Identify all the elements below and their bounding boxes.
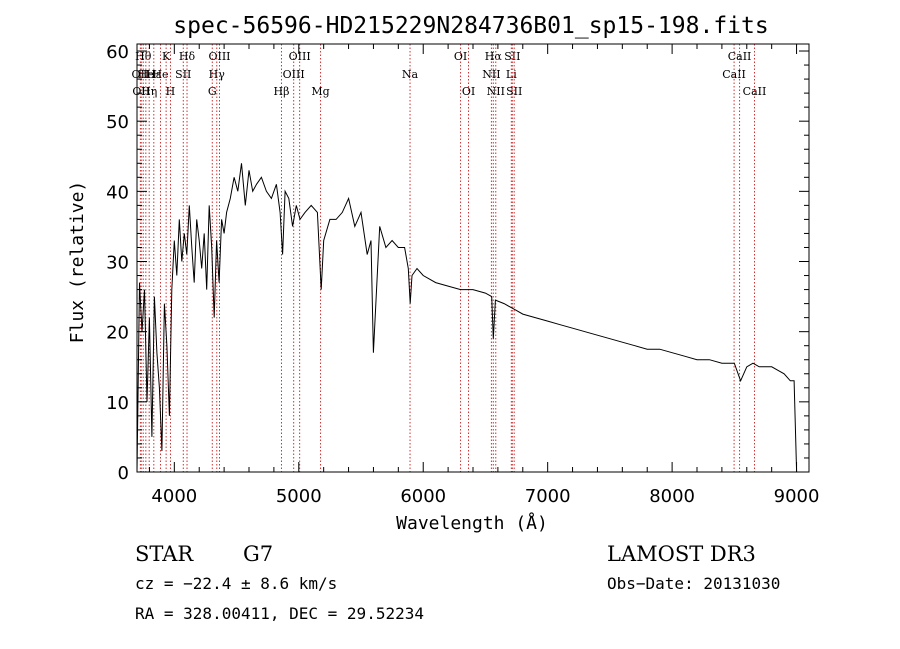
- line-marker-label-15: OIII: [283, 68, 305, 81]
- line-marker-label-20: OI: [462, 85, 475, 98]
- line-marker-label-11: G: [208, 85, 217, 98]
- subclass: G7: [243, 542, 273, 566]
- line-marker-label-6: He: [152, 68, 168, 81]
- x-tick-label-2: 6000: [400, 486, 446, 507]
- object-class: STAR: [135, 542, 194, 566]
- plot-frame: [136, 43, 810, 473]
- line-marker-label-10: Hδ: [179, 50, 196, 63]
- line-marker-label-2: Hθ: [135, 50, 152, 63]
- y-axis-label: Flux (relative): [67, 181, 88, 344]
- line-marker-label-23: NII: [487, 85, 505, 98]
- line-marker-label-13: OIII: [208, 50, 230, 63]
- y-tick-label-0: 0: [118, 463, 129, 484]
- line-marker-label-5: Hε: [146, 68, 162, 81]
- plot-area: OIIOIIHθHeHηHεHeKHSIIHδGHγOIIIHβOIIIOIII…: [106, 42, 819, 507]
- line-marker-label-27: CaII: [722, 68, 746, 81]
- line-marker-label-0: OII: [132, 68, 150, 81]
- line-marker-label-12: Hγ: [209, 68, 226, 81]
- x-tick-label-1: 5000: [276, 486, 322, 507]
- line-marker-label-21: NII: [482, 68, 500, 81]
- line-marker-label-28: CaII: [728, 50, 752, 63]
- line-marker-label-29: CaII: [743, 85, 767, 98]
- x-tick-label-5: 9000: [774, 486, 820, 507]
- y-tick-label-5: 50: [106, 112, 129, 133]
- spectrum-line: [136, 163, 798, 473]
- line-marker-label-7: K: [162, 50, 171, 63]
- line-marker-label-25: SII: [504, 50, 520, 63]
- line-marker-label-8: H: [166, 85, 176, 98]
- y-tick-label-3: 30: [106, 253, 129, 274]
- line-marker-label-17: Mg: [311, 85, 329, 98]
- line-marker-label-19: OI: [454, 50, 467, 63]
- survey-name: LAMOST DR3: [607, 542, 756, 566]
- line-marker-label-18: Na: [402, 68, 419, 81]
- y-tick-label-6: 60: [106, 42, 129, 63]
- redshift-line: cz = −22.4 ± 8.6 km/s: [135, 574, 337, 593]
- line-marker-label-22: Hα: [485, 50, 503, 63]
- line-marker-label-4: Hη: [141, 85, 157, 98]
- x-tick-label-4: 8000: [649, 486, 695, 507]
- line-marker-label-16: OIII: [289, 50, 311, 63]
- y-tick-label-2: 20: [106, 323, 129, 344]
- line-marker-label-24: Li: [506, 68, 517, 81]
- x-tick-label-0: 4000: [151, 486, 197, 507]
- line-marker-label-9: SII: [175, 68, 191, 81]
- y-tick-label-1: 10: [106, 393, 129, 414]
- obs-date: Obs−Date: 20131030: [607, 574, 780, 593]
- line-marker-label-14: Hβ: [274, 85, 290, 98]
- line-marker-label-26: SII: [506, 85, 522, 98]
- x-tick-label-3: 7000: [525, 486, 571, 507]
- chart-title: spec-56596-HD215229N284736B01_sp15-198.f…: [173, 13, 768, 39]
- coordinates: RA = 328.00411, DEC = 29.52234: [135, 604, 424, 623]
- y-tick-label-4: 40: [106, 182, 129, 203]
- x-axis-label: Wavelength (Å): [396, 512, 548, 534]
- line-marker-label-3: He: [138, 68, 154, 81]
